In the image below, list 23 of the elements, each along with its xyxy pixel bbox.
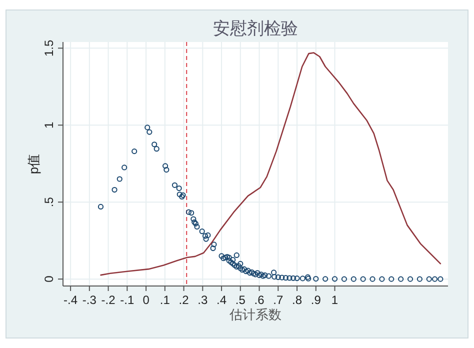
y-axis-title: p值 xyxy=(26,154,41,174)
x-axis-title: 估计系数 xyxy=(228,307,282,322)
x-tick-label: -.2 xyxy=(101,293,116,307)
x-tick-label: .9 xyxy=(310,293,322,307)
x-tick-label: .7 xyxy=(273,293,284,307)
y-tick-label: 1.5 xyxy=(42,39,56,56)
x-tick-label: -.1 xyxy=(120,293,134,307)
x-tick-label: -.3 xyxy=(82,293,97,307)
x-tick-label: .6 xyxy=(254,293,265,307)
y-tick-label: .5 xyxy=(42,196,56,208)
y-tick-label: 1 xyxy=(42,121,56,128)
chart-title: 安慰剂检验 xyxy=(213,19,298,38)
line-series xyxy=(100,52,442,276)
x-tick-label: .8 xyxy=(292,293,302,307)
x-tick-label: .1 xyxy=(160,293,170,307)
x-tick-label: .3 xyxy=(198,293,208,307)
x-tick-label: .2 xyxy=(178,293,190,307)
x-tick-label: -.4 xyxy=(64,293,78,307)
x-tick-label: 1 xyxy=(331,293,338,307)
x-tick-label: .4 xyxy=(216,293,227,307)
y-tick-label: 0 xyxy=(42,275,56,282)
x-tick-label: .5 xyxy=(235,293,246,307)
x-tick-label: 0 xyxy=(142,293,150,307)
